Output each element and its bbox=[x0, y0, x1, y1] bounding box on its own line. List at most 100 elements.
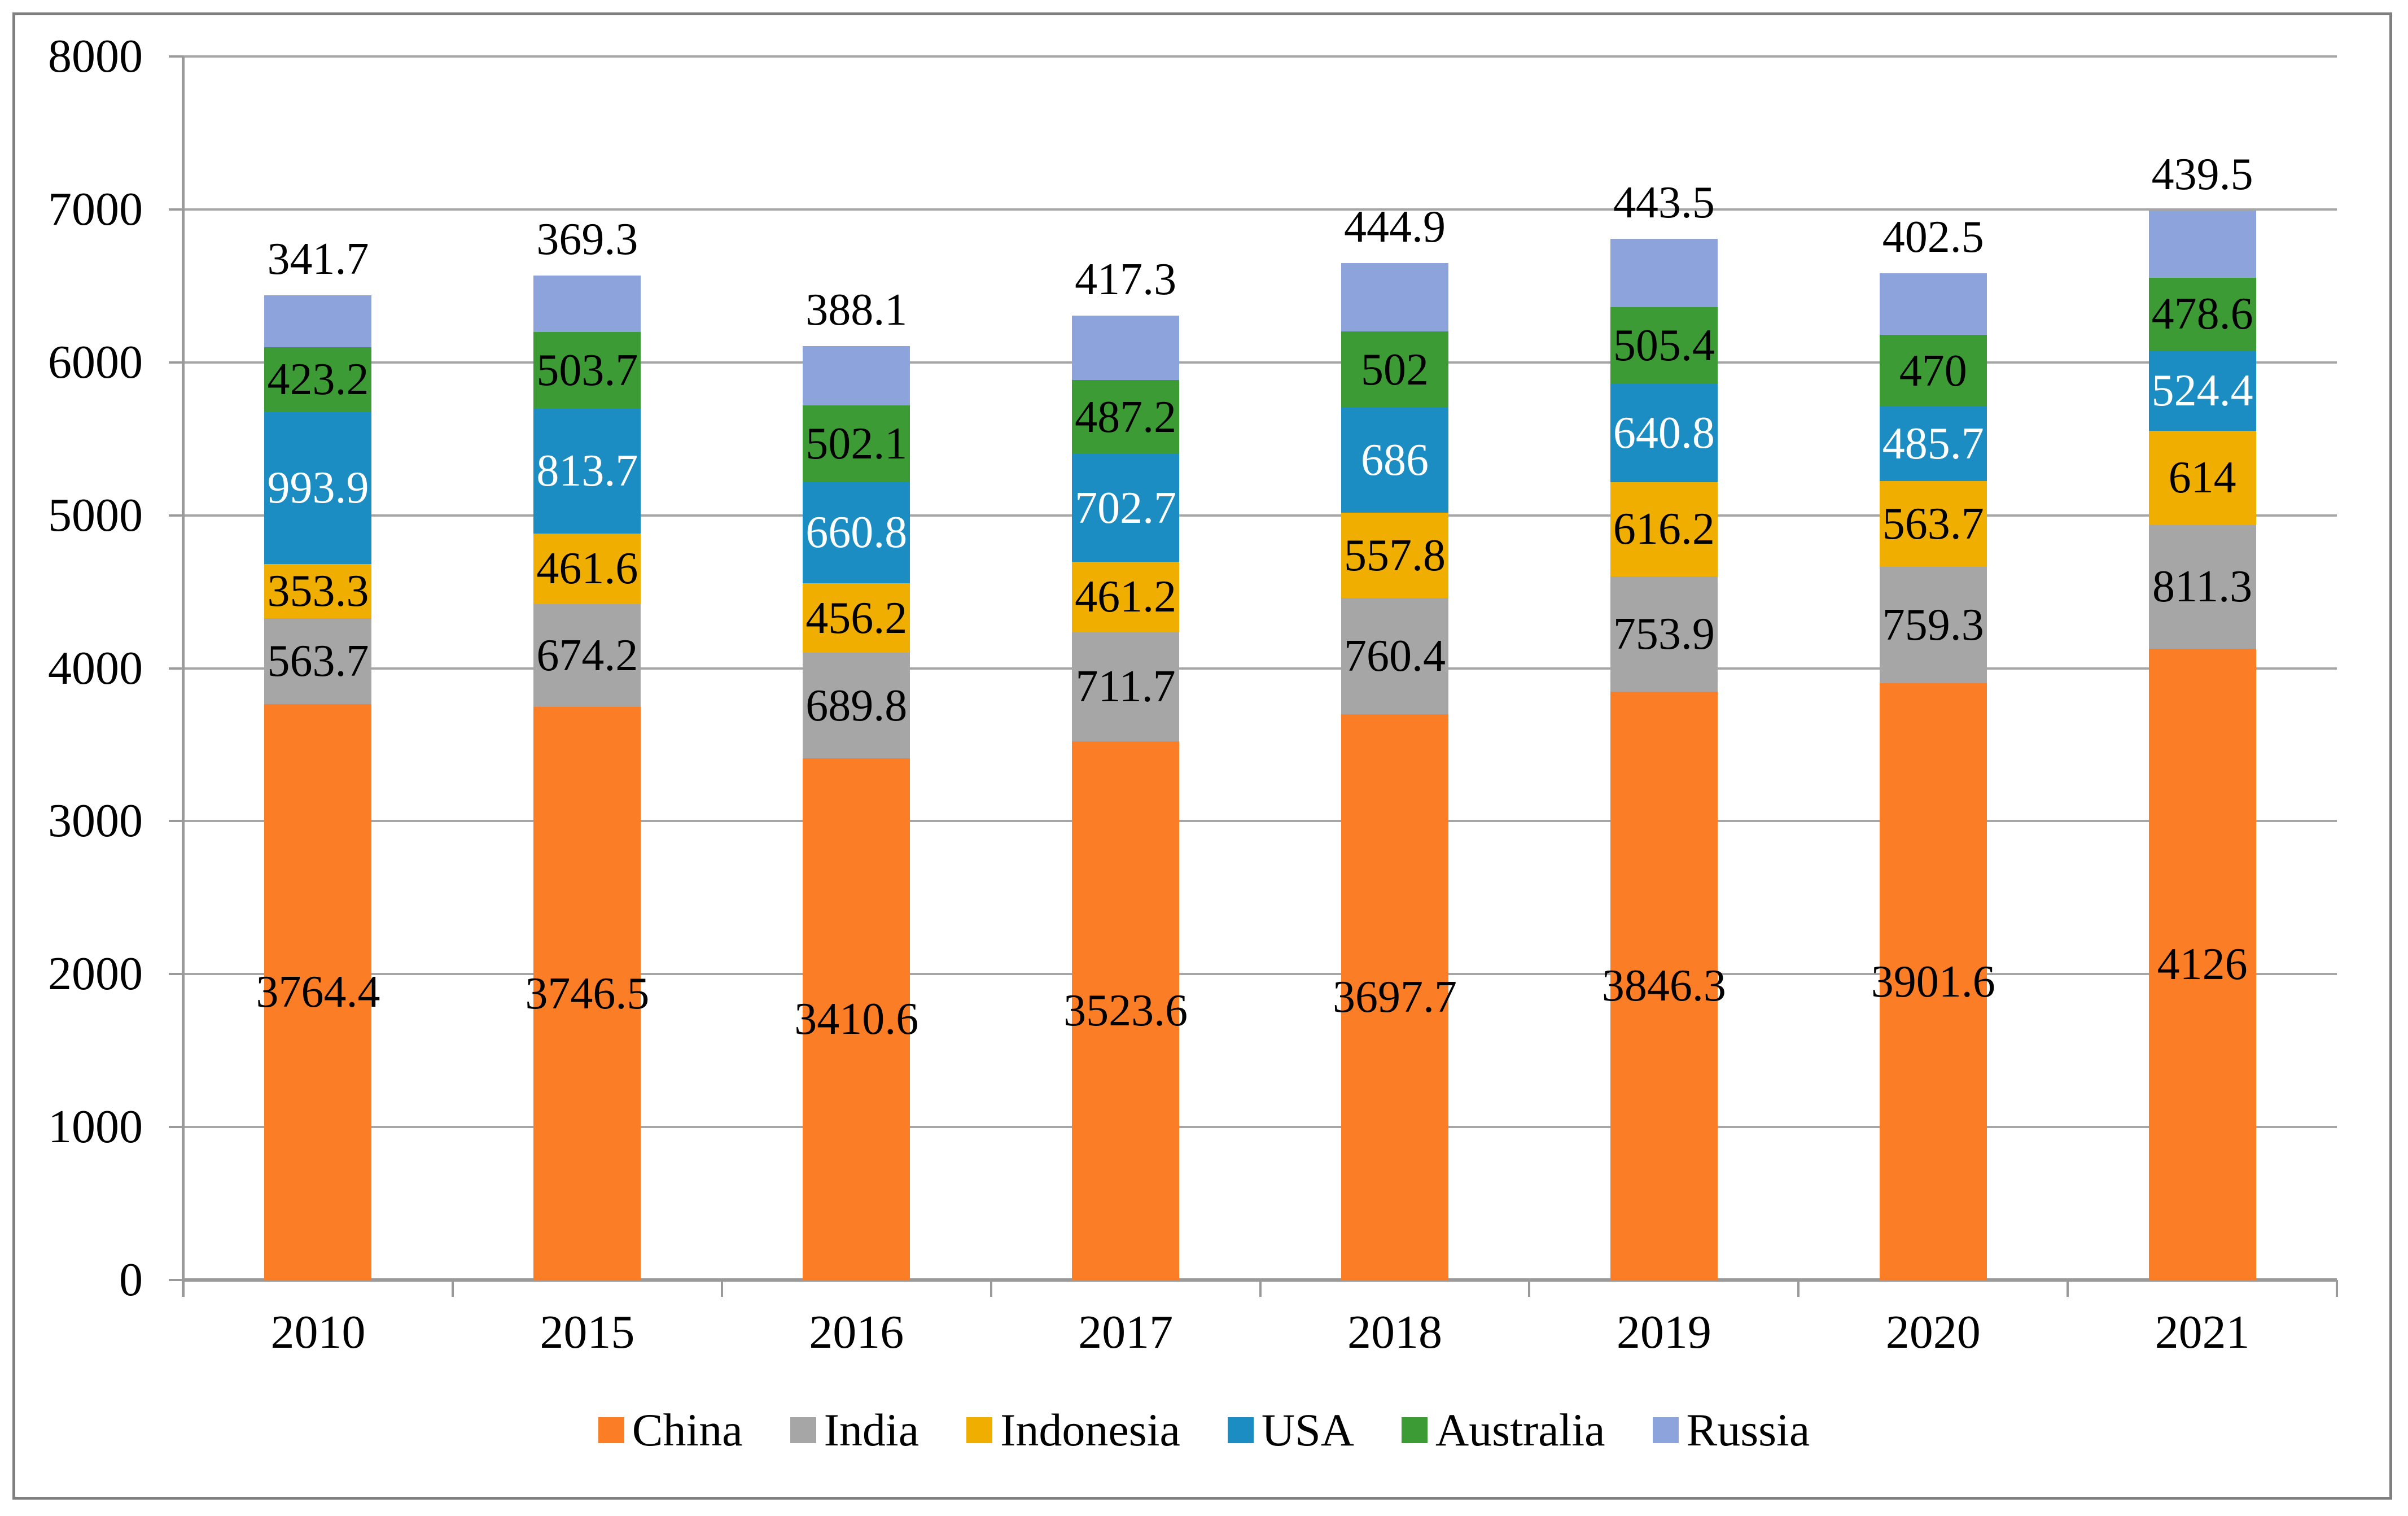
data-label: 524.4 bbox=[2151, 366, 2253, 416]
legend-label-indonesia: Indonesia bbox=[1000, 1404, 1180, 1456]
bar-segment-india bbox=[533, 604, 641, 707]
bar-segment-china bbox=[264, 704, 372, 1280]
legend-label-china: China bbox=[632, 1404, 743, 1456]
data-label: 3523.6 bbox=[1063, 985, 1188, 1036]
legend-item-china: China bbox=[598, 1402, 743, 1458]
bar-segment-australia bbox=[1072, 379, 1180, 455]
bar-segment-india bbox=[2148, 525, 2256, 649]
data-label: 813.7 bbox=[536, 446, 638, 496]
y-axis-tick bbox=[169, 973, 183, 976]
bar-segment-australia bbox=[2148, 277, 2256, 351]
data-label: 478.6 bbox=[2151, 289, 2253, 339]
data-label: 3764.4 bbox=[256, 967, 380, 1017]
bar-segment-indonesia bbox=[2148, 431, 2256, 525]
y-axis-tick bbox=[169, 55, 183, 58]
bar-segment-india bbox=[1072, 632, 1180, 741]
legend-label-india: India bbox=[824, 1404, 920, 1456]
data-label: 614 bbox=[2168, 453, 2236, 503]
bar-segment-usa bbox=[1072, 454, 1180, 562]
gridline bbox=[183, 514, 2337, 517]
bar-segment-russia bbox=[264, 295, 372, 348]
data-label: 456.2 bbox=[805, 593, 908, 643]
y-tick-label: 8000 bbox=[48, 30, 143, 82]
x-axis-tick bbox=[182, 1280, 185, 1297]
bar-segment-russia bbox=[803, 346, 910, 405]
legend-label-russia: Russia bbox=[1686, 1404, 1810, 1456]
x-axis-tick bbox=[1259, 1280, 1262, 1297]
data-label-outside: 341.7 bbox=[267, 234, 369, 284]
y-tick-label: 0 bbox=[119, 1253, 143, 1306]
y-axis-tick bbox=[169, 208, 183, 211]
legend-swatch-india bbox=[790, 1417, 816, 1443]
data-label: 3846.3 bbox=[1601, 961, 1726, 1011]
bar-segment-indonesia bbox=[533, 533, 641, 604]
bar-segment-india bbox=[1610, 576, 1718, 692]
bar-segment-australia bbox=[1610, 307, 1718, 385]
bar-segment-usa bbox=[803, 482, 910, 583]
legend-item-indonesia: Indonesia bbox=[966, 1402, 1180, 1458]
y-tick-label: 4000 bbox=[48, 641, 143, 694]
data-label: 503.7 bbox=[536, 345, 638, 395]
bar-segment-australia bbox=[533, 331, 641, 409]
bar-segment-india bbox=[1879, 567, 1987, 684]
bar-segment-india bbox=[803, 653, 910, 759]
y-axis-tick bbox=[169, 361, 183, 364]
bar-segment-australia bbox=[1341, 331, 1448, 408]
x-category-label: 2018 bbox=[1347, 1306, 1442, 1358]
bar-segment-china bbox=[1610, 692, 1718, 1280]
y-tick-label: 2000 bbox=[48, 947, 143, 1001]
data-label: 3410.6 bbox=[794, 994, 919, 1045]
x-axis-tick bbox=[990, 1280, 992, 1297]
bar-segment-indonesia bbox=[264, 563, 372, 618]
bar-segment-usa bbox=[1341, 408, 1448, 513]
bar-segment-usa bbox=[1879, 407, 1987, 481]
legend-item-india: India bbox=[790, 1402, 919, 1458]
x-category-label: 2016 bbox=[809, 1306, 904, 1358]
legend-swatch-indonesia bbox=[966, 1417, 993, 1443]
bar-segment-usa bbox=[1610, 384, 1718, 482]
bar-segment-indonesia bbox=[1610, 482, 1718, 576]
bar-segment-china bbox=[1879, 683, 1987, 1280]
bar-segment-australia bbox=[803, 405, 910, 482]
data-label: 3746.5 bbox=[525, 968, 650, 1019]
data-label: 3901.6 bbox=[1871, 956, 1995, 1007]
y-tick-label: 3000 bbox=[48, 794, 143, 847]
data-label: 689.8 bbox=[805, 680, 908, 731]
gridline bbox=[183, 973, 2337, 976]
x-category-label: 2020 bbox=[1885, 1306, 1981, 1358]
y-axis-tick bbox=[169, 514, 183, 517]
data-label: 640.8 bbox=[1613, 408, 1715, 458]
x-category-label: 2015 bbox=[540, 1306, 635, 1358]
bar-segment-china bbox=[2148, 649, 2256, 1280]
bar-segment-india bbox=[264, 618, 372, 705]
bar-segment-australia bbox=[264, 347, 372, 412]
data-label: 4126 bbox=[2157, 940, 2248, 990]
data-label: 502.1 bbox=[805, 418, 908, 469]
legend-swatch-usa bbox=[1227, 1417, 1254, 1443]
bar-segment-russia bbox=[1072, 316, 1180, 380]
gridline bbox=[183, 820, 2337, 823]
y-tick-label: 6000 bbox=[48, 335, 143, 388]
bar-segment-usa bbox=[533, 409, 641, 534]
data-label: 660.8 bbox=[805, 508, 908, 558]
bar-segment-china bbox=[1341, 714, 1448, 1280]
legend-item-usa: USA bbox=[1227, 1402, 1354, 1458]
data-label: 505.4 bbox=[1613, 320, 1715, 370]
y-tick-label: 5000 bbox=[48, 488, 143, 541]
bar-segment-china bbox=[803, 758, 910, 1280]
data-label: 557.8 bbox=[1343, 530, 1446, 580]
data-label-outside: 417.3 bbox=[1075, 255, 1177, 305]
x-axis-tick bbox=[1797, 1280, 1800, 1297]
data-label: 487.2 bbox=[1075, 392, 1177, 442]
data-label: 760.4 bbox=[1343, 631, 1446, 681]
x-category-label: 2021 bbox=[2155, 1306, 2250, 1358]
x-category-label: 2017 bbox=[1078, 1306, 1174, 1358]
y-tick-label: 7000 bbox=[48, 182, 143, 235]
legend-swatch-china bbox=[598, 1417, 624, 1443]
y-tick-label: 1000 bbox=[48, 1100, 143, 1154]
data-label: 461.6 bbox=[536, 544, 638, 594]
x-category-label: 2019 bbox=[1616, 1306, 1711, 1358]
x-category-label: 2010 bbox=[270, 1306, 366, 1358]
bar-segment-russia bbox=[1879, 273, 1987, 335]
